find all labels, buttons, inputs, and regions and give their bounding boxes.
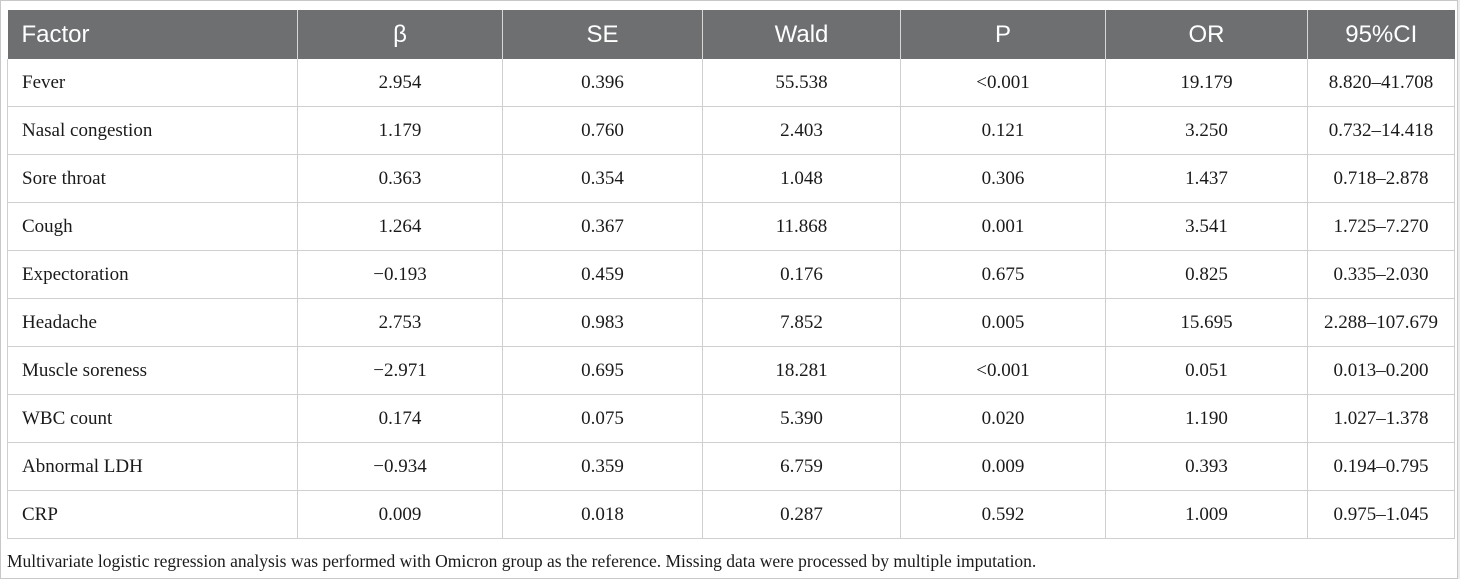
table-row: Sore throat 0.363 0.354 1.048 0.306 1.43… — [7, 154, 1455, 203]
cell-or: 1.009 — [1105, 490, 1308, 539]
cell-se: 0.075 — [502, 394, 703, 443]
cell-beta: 0.174 — [297, 394, 503, 443]
cell-wald: 2.403 — [702, 106, 901, 155]
header-row: Factor β SE Wald P OR 95%CI — [7, 10, 1455, 59]
cell-factor: Abnormal LDH — [7, 442, 298, 491]
cell-factor: Fever — [7, 59, 298, 107]
cell-p: <0.001 — [900, 59, 1106, 107]
cell-se: 0.396 — [502, 59, 703, 107]
cell-beta: 1.179 — [297, 106, 503, 155]
cell-p: 0.121 — [900, 106, 1106, 155]
column-header-ci: 95%CI — [1307, 10, 1455, 59]
cell-wald: 11.868 — [702, 202, 901, 251]
cell-p: 0.306 — [900, 154, 1106, 203]
cell-se: 0.695 — [502, 346, 703, 395]
cell-factor: Sore throat — [7, 154, 298, 203]
table-row: Fever 2.954 0.396 55.538 <0.001 19.179 8… — [7, 59, 1455, 107]
cell-or: 3.541 — [1105, 202, 1308, 251]
cell-factor: Nasal congestion — [7, 106, 298, 155]
cell-ci: 8.820–41.708 — [1307, 59, 1455, 107]
cell-or: 1.437 — [1105, 154, 1308, 203]
table-footnote: Multivariate logistic regression analysi… — [7, 551, 1037, 571]
table-row: Expectoration −0.193 0.459 0.176 0.675 0… — [7, 250, 1455, 299]
cell-p: 0.005 — [900, 298, 1106, 347]
cell-ci: 0.718–2.878 — [1307, 154, 1455, 203]
cell-factor: Muscle soreness — [7, 346, 298, 395]
cell-or: 15.695 — [1105, 298, 1308, 347]
column-header-or: OR — [1105, 10, 1308, 59]
cell-beta: −2.971 — [297, 346, 503, 395]
cell-wald: 0.176 — [702, 250, 901, 299]
table-row: CRP 0.009 0.018 0.287 0.592 1.009 0.975–… — [7, 490, 1455, 539]
cell-or: 0.825 — [1105, 250, 1308, 299]
cell-ci: 0.194–0.795 — [1307, 442, 1455, 491]
cell-beta: 0.363 — [297, 154, 503, 203]
regression-table: Factor β SE Wald P OR 95%CI Fever 2.954 … — [7, 10, 1455, 539]
cell-beta: 0.009 — [297, 490, 503, 539]
table-row: WBC count 0.174 0.075 5.390 0.020 1.190 … — [7, 394, 1455, 443]
table-row: Nasal congestion 1.179 0.760 2.403 0.121… — [7, 106, 1455, 155]
cell-wald: 18.281 — [702, 346, 901, 395]
cell-se: 0.018 — [502, 490, 703, 539]
cell-beta: −0.934 — [297, 442, 503, 491]
cell-beta: −0.193 — [297, 250, 503, 299]
cell-ci: 0.335–2.030 — [1307, 250, 1455, 299]
cell-ci: 1.725–7.270 — [1307, 202, 1455, 251]
cell-factor: Cough — [7, 202, 298, 251]
cell-se: 0.367 — [502, 202, 703, 251]
cell-beta: 1.264 — [297, 202, 503, 251]
cell-or: 0.051 — [1105, 346, 1308, 395]
cell-se: 0.459 — [502, 250, 703, 299]
table-row: Cough 1.264 0.367 11.868 0.001 3.541 1.7… — [7, 202, 1455, 251]
cell-p: 0.592 — [900, 490, 1106, 539]
cell-se: 0.359 — [502, 442, 703, 491]
cell-factor: Headache — [7, 298, 298, 347]
cell-wald: 1.048 — [702, 154, 901, 203]
cell-or: 3.250 — [1105, 106, 1308, 155]
cell-p: 0.675 — [900, 250, 1106, 299]
cell-wald: 7.852 — [702, 298, 901, 347]
cell-factor: CRP — [7, 490, 298, 539]
cell-beta: 2.753 — [297, 298, 503, 347]
cell-ci: 0.975–1.045 — [1307, 490, 1455, 539]
cell-p: 0.009 — [900, 442, 1106, 491]
cell-ci: 0.013–0.200 — [1307, 346, 1455, 395]
cell-se: 0.354 — [502, 154, 703, 203]
cell-wald: 0.287 — [702, 490, 901, 539]
cell-or: 19.179 — [1105, 59, 1308, 107]
cell-p: <0.001 — [900, 346, 1106, 395]
cell-ci: 2.288–107.679 — [1307, 298, 1455, 347]
column-header-beta: β — [297, 10, 503, 59]
cell-p: 0.001 — [900, 202, 1106, 251]
cell-p: 0.020 — [900, 394, 1106, 443]
cell-or: 1.190 — [1105, 394, 1308, 443]
cell-beta: 2.954 — [297, 59, 503, 107]
cell-ci: 1.027–1.378 — [1307, 394, 1455, 443]
table-row: Muscle soreness −2.971 0.695 18.281 <0.0… — [7, 346, 1455, 395]
cell-or: 0.393 — [1105, 442, 1308, 491]
table-row: Headache 2.753 0.983 7.852 0.005 15.695 … — [7, 298, 1455, 347]
column-header-factor: Factor — [7, 10, 298, 59]
cell-se: 0.983 — [502, 298, 703, 347]
cell-wald: 55.538 — [702, 59, 901, 107]
cell-wald: 5.390 — [702, 394, 901, 443]
column-header-wald: Wald — [702, 10, 901, 59]
cell-ci: 0.732–14.418 — [1307, 106, 1455, 155]
table-row: Abnormal LDH −0.934 0.359 6.759 0.009 0.… — [7, 442, 1455, 491]
column-header-p: P — [900, 10, 1106, 59]
column-header-se: SE — [502, 10, 703, 59]
cell-se: 0.760 — [502, 106, 703, 155]
cell-factor: Expectoration — [7, 250, 298, 299]
cell-wald: 6.759 — [702, 442, 901, 491]
cell-factor: WBC count — [7, 394, 298, 443]
